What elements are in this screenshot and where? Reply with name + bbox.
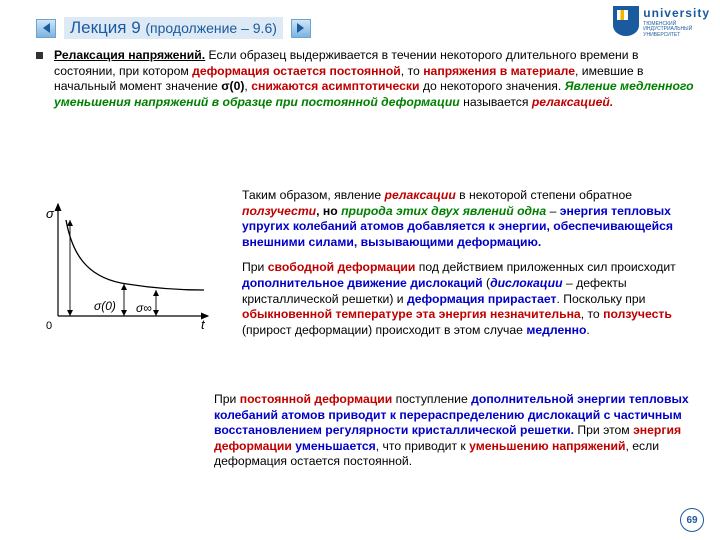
p1-t5: напряжения в материале — [423, 64, 575, 78]
row-2: σ t 0 σ(0) σ∞ Таким образом, явление рел… — [36, 188, 702, 348]
lecture-sub: (продолжение – 9.6) — [145, 20, 277, 36]
p4-t2: постоянной деформации — [240, 392, 393, 406]
page-number: 69 — [680, 508, 704, 532]
chart-svg: σ t 0 σ(0) σ∞ — [36, 198, 216, 338]
p3-t12: ползучесть — [603, 307, 672, 321]
logo-sub3: УНИВЕРСИТЕТ — [643, 33, 710, 38]
relaxation-chart: σ t 0 σ(0) σ∞ — [36, 198, 216, 338]
chart-xlabel: t — [201, 317, 206, 332]
lecture-main: Лекция 9 — [70, 18, 145, 37]
p1-t3: деформация остается постоянной — [192, 64, 401, 78]
p1-t14: . — [610, 95, 613, 109]
p4-t9: , что приводит к — [376, 439, 469, 453]
arrow-left-icon — [43, 23, 50, 33]
p4-t8: уменьшается — [295, 439, 376, 453]
arrow-right-icon — [297, 23, 304, 33]
p4-t10: уменьшению напряжений — [469, 439, 625, 453]
chart-sigma0: σ(0) — [94, 299, 116, 313]
p3-t3: под действием приложенных сил происходит — [415, 260, 675, 274]
p4-t1: При — [214, 392, 240, 406]
right-column: Таким образом, явление релаксации в неко… — [236, 188, 702, 348]
p1-t7: σ(0) — [221, 79, 244, 93]
p2-t1: Таким образом, явление — [242, 188, 385, 202]
logo-shield-icon — [613, 6, 639, 36]
logo-word: university — [643, 6, 710, 20]
paragraph-3: При свободной деформации под действием п… — [242, 260, 702, 338]
p2-t3: в некоторой степени обратное — [456, 188, 632, 202]
chart-sigmainf: σ∞ — [136, 301, 152, 315]
p3-t15: . — [586, 323, 589, 337]
p3-t5: ( — [483, 276, 490, 290]
p3-t13: (прирост деформации) происходит в этом с… — [242, 323, 526, 337]
logo: university ТЮМЕНСКИЙ ИНДУСТРИАЛЬНЫЙ УНИВ… — [613, 4, 710, 38]
p3-t9: . Поскольку при — [557, 292, 646, 306]
next-button[interactable] — [291, 19, 311, 38]
prev-button[interactable] — [36, 19, 56, 38]
p3-t10: обыкновенной температуре эта энергия нез… — [242, 307, 581, 321]
content-body: Релаксация напряжений. Если образец выде… — [36, 48, 702, 110]
paragraph-2: Таким образом, явление релаксации в неко… — [242, 188, 702, 250]
p1-t10: до некоторого значения. — [420, 79, 565, 93]
p3-t11: , то — [581, 307, 603, 321]
p4-t5: При этом — [574, 423, 633, 437]
p2-t6: природа этих двух явлений одна — [341, 204, 546, 218]
p3-t2: свободной деформации — [268, 260, 416, 274]
paragraph-1: Релаксация напряжений. Если образец выде… — [36, 48, 702, 110]
chart-origin: 0 — [46, 320, 52, 332]
p1-t9: снижаются асимптотически — [251, 79, 419, 93]
p3-t4: дополнительное движение дислокаций — [242, 276, 483, 290]
p1-t13: релаксацией — [532, 95, 610, 109]
chart-container: σ t 0 σ(0) σ∞ — [36, 188, 236, 348]
p3-t14: медленно — [526, 323, 586, 337]
logo-text-block: university ТЮМЕНСКИЙ ИНДУСТРИАЛЬНЫЙ УНИВ… — [643, 4, 710, 38]
p3-t8: деформация прирастает — [407, 292, 557, 306]
p3-t1: При — [242, 260, 268, 274]
p2-t4: ползучести — [242, 204, 316, 218]
paragraph-4: При постоянной деформации поступление до… — [214, 392, 702, 470]
p4-t3: поступление — [392, 392, 471, 406]
lecture-title: Лекция 9 (продолжение – 9.6) — [64, 17, 283, 39]
p1-t12: называется — [460, 95, 532, 109]
chart-ylabel: σ — [46, 206, 55, 221]
nav-row: Лекция 9 (продолжение – 9.6) — [36, 17, 311, 39]
bullet-icon — [36, 52, 43, 59]
p2-t2: релаксации — [385, 188, 456, 202]
p1-t1: Релаксация напряжений. — [54, 48, 205, 62]
p2-t7: – — [546, 204, 560, 218]
p3-t6: дислокации — [490, 276, 563, 290]
p1-t4: , то — [401, 64, 423, 78]
p2-t5: , но — [316, 204, 341, 218]
